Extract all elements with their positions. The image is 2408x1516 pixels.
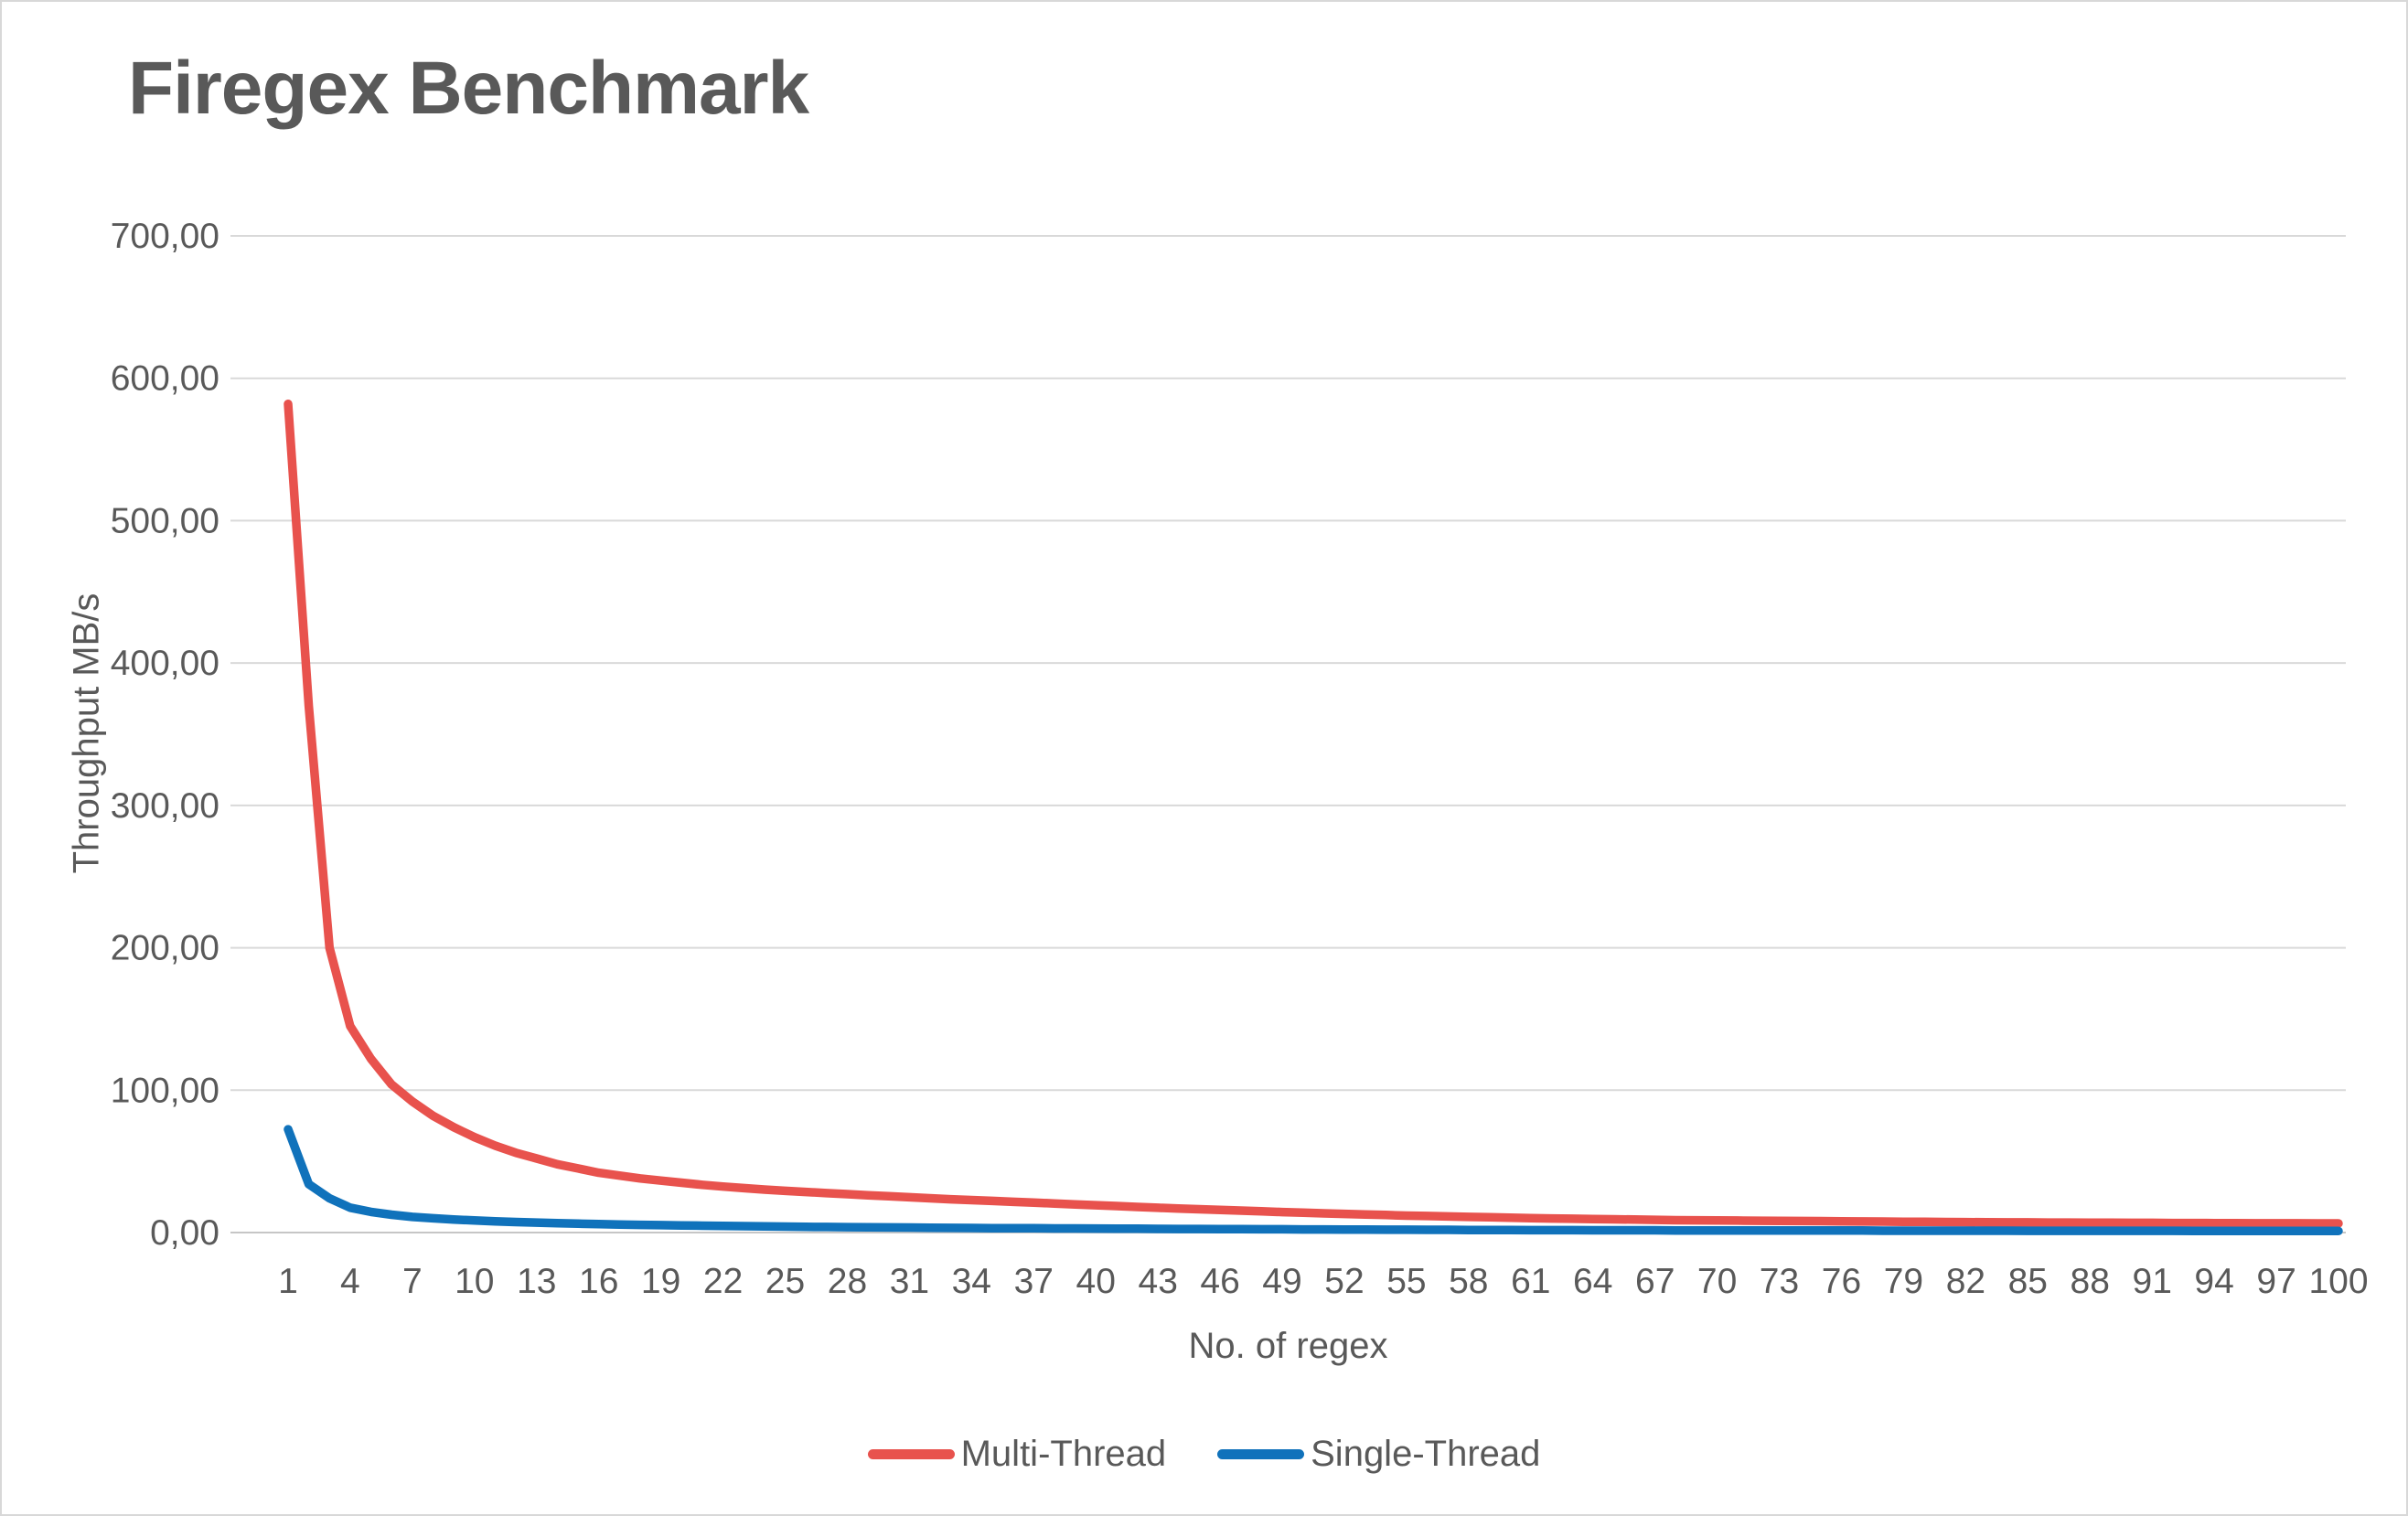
x-tick-label: 70: [1697, 1262, 1737, 1301]
y-tick-label: 100,00: [111, 1071, 219, 1110]
y-tick-label: 700,00: [111, 217, 219, 256]
x-tick-label: 55: [1386, 1262, 1426, 1301]
x-tick-label: 25: [765, 1262, 805, 1301]
legend-item-single-thread: Single-Thread: [1217, 1434, 1540, 1475]
x-tick-label: 28: [828, 1262, 867, 1301]
x-tick-label: 85: [2008, 1262, 2048, 1301]
x-tick-label: 40: [1076, 1262, 1116, 1301]
x-tick-label: 46: [1200, 1262, 1239, 1301]
series-line-multi-thread: [284, 399, 2343, 1228]
x-tick-label: 61: [1511, 1262, 1550, 1301]
series-line-single-thread: [284, 1125, 2343, 1236]
x-tick-label: 97: [2256, 1262, 2296, 1301]
y-tick-label: 500,00: [111, 501, 219, 540]
x-tick-label: 100: [2308, 1262, 2368, 1301]
y-tick-label: 400,00: [111, 644, 219, 683]
x-tick-label: 49: [1262, 1262, 1301, 1301]
legend: Multi-Thread Single-Thread: [2, 1434, 2406, 1475]
multi-thread-line-swatch: [867, 1449, 955, 1459]
x-tick-label: 91: [2133, 1262, 2172, 1301]
x-tick-label: 64: [1573, 1262, 1612, 1301]
x-tick-label: 22: [703, 1262, 743, 1301]
x-tick-label: 31: [890, 1262, 929, 1301]
x-tick-label: 10: [455, 1262, 494, 1301]
x-tick-label: 1: [278, 1262, 298, 1301]
x-tick-label: 43: [1139, 1262, 1178, 1301]
y-tick-label: 200,00: [111, 929, 219, 968]
legend-item-multi-thread: Multi-Thread: [867, 1434, 1167, 1475]
x-tick-label: 94: [2194, 1262, 2233, 1301]
x-tick-label: 37: [1014, 1262, 1054, 1301]
legend-label-single-thread: Single-Thread: [1311, 1434, 1541, 1474]
x-tick-label: 7: [402, 1262, 423, 1301]
x-tick-label: 34: [952, 1262, 991, 1301]
y-tick-label: 0,00: [150, 1213, 219, 1253]
x-tick-label: 52: [1324, 1262, 1364, 1301]
single-thread-line-swatch: [1217, 1449, 1305, 1459]
x-tick-label: 73: [1760, 1262, 1799, 1301]
legend-label-multi-thread: Multi-Thread: [960, 1434, 1167, 1474]
x-tick-label: 82: [1946, 1262, 1985, 1301]
x-tick-label: 79: [1884, 1262, 1923, 1301]
x-tick-label: 67: [1635, 1262, 1675, 1301]
x-tick-label: 4: [340, 1262, 360, 1301]
x-tick-label: 13: [517, 1262, 556, 1301]
y-tick-label: 300,00: [111, 786, 219, 826]
y-tick-label: 600,00: [111, 359, 219, 399]
x-tick-label: 58: [1449, 1262, 1488, 1301]
x-tick-label: 19: [641, 1262, 680, 1301]
x-tick-label: 16: [579, 1262, 618, 1301]
x-tick-label: 88: [2071, 1262, 2110, 1301]
chart-title: Firegex Benchmark: [128, 47, 809, 130]
x-axis-title: No. of regex: [1188, 1326, 1388, 1366]
x-tick-label: 76: [1822, 1262, 1861, 1301]
